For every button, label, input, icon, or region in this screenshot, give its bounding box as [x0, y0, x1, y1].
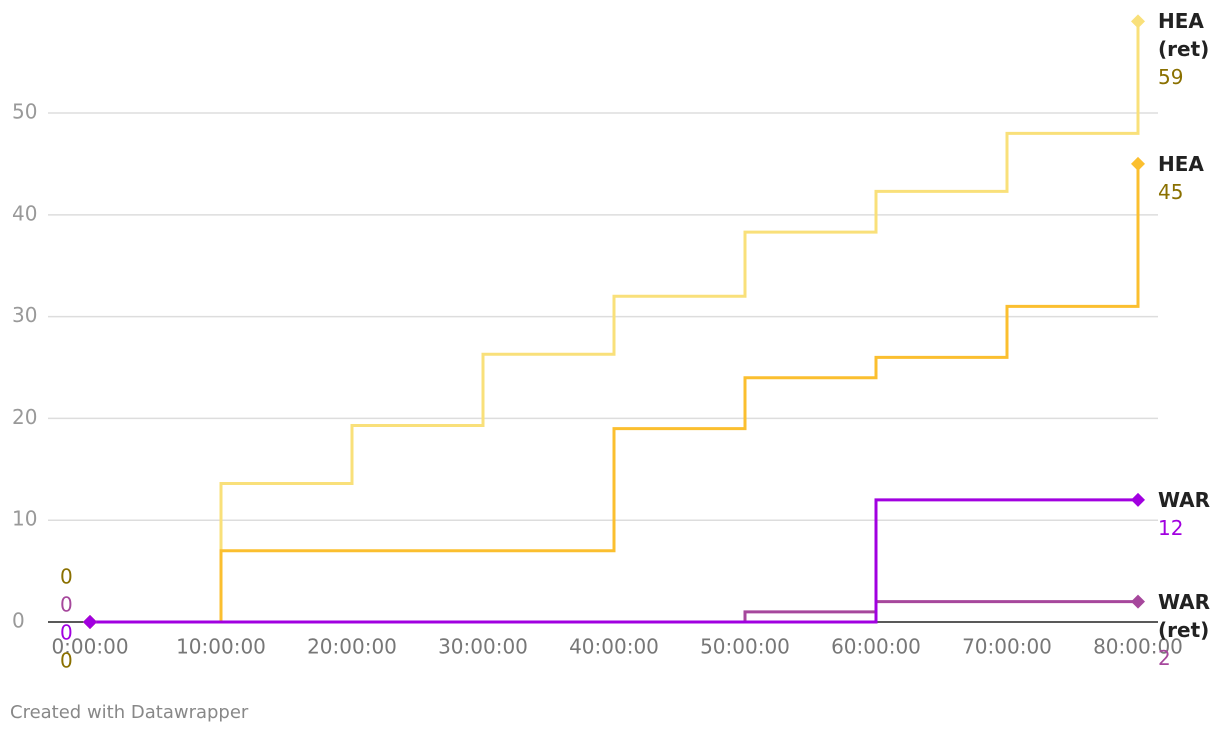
footer: Created with Datawrapper: [10, 702, 249, 723]
y-tick-label: 0: [12, 609, 25, 633]
series-name: WAR (ret): [1158, 589, 1211, 642]
value-label: 12: [1158, 515, 1184, 540]
y-tick-label: 50: [12, 100, 37, 124]
marker: [1131, 14, 1145, 29]
marker: [1131, 594, 1145, 609]
x-tick-label: 80:00:00: [1093, 635, 1183, 659]
start-value-label: 0: [60, 565, 73, 589]
x-tick-label: 20:00:00: [307, 635, 397, 659]
marker: [1131, 492, 1145, 507]
y-tick-label: 30: [12, 303, 37, 327]
marker: [83, 615, 97, 629]
x-tick-label: 60:00:00: [831, 635, 921, 659]
end-label: WAR (ret) 2: [1158, 588, 1216, 672]
start-value-label: 0: [60, 621, 73, 645]
x-tick-label: 70:00:00: [962, 635, 1052, 659]
value-label: 2: [1158, 645, 1171, 670]
end-label: HEA 45: [1158, 150, 1216, 206]
series-line: [90, 21, 1140, 624]
series-name: WAR: [1158, 487, 1211, 512]
marker: [1131, 156, 1145, 171]
y-tick-label: 40: [12, 201, 37, 225]
series-line: [90, 498, 1138, 624]
series-name: HEA: [1158, 151, 1204, 176]
value-label: 45: [1158, 179, 1184, 204]
y-tick-label: 20: [12, 405, 37, 429]
x-tick-label: 30:00:00: [438, 635, 528, 659]
series-line: [90, 163, 1140, 624]
x-tick-label: 40:00:00: [569, 635, 659, 659]
y-tick-label: 10: [12, 507, 37, 531]
series-name: HEA (ret): [1158, 9, 1210, 62]
end-label: HEA (ret) 59: [1158, 7, 1216, 91]
start-value-label: 0: [60, 649, 73, 673]
x-tick-label: 10:00:00: [176, 635, 266, 659]
x-tick-label: 50:00:00: [700, 635, 790, 659]
end-label: WAR 12: [1158, 486, 1216, 542]
start-value-label: 0: [60, 593, 73, 617]
x-tick-label: 0:00:00: [51, 635, 128, 659]
series-line: [90, 600, 1138, 624]
value-label: 59: [1158, 65, 1184, 90]
